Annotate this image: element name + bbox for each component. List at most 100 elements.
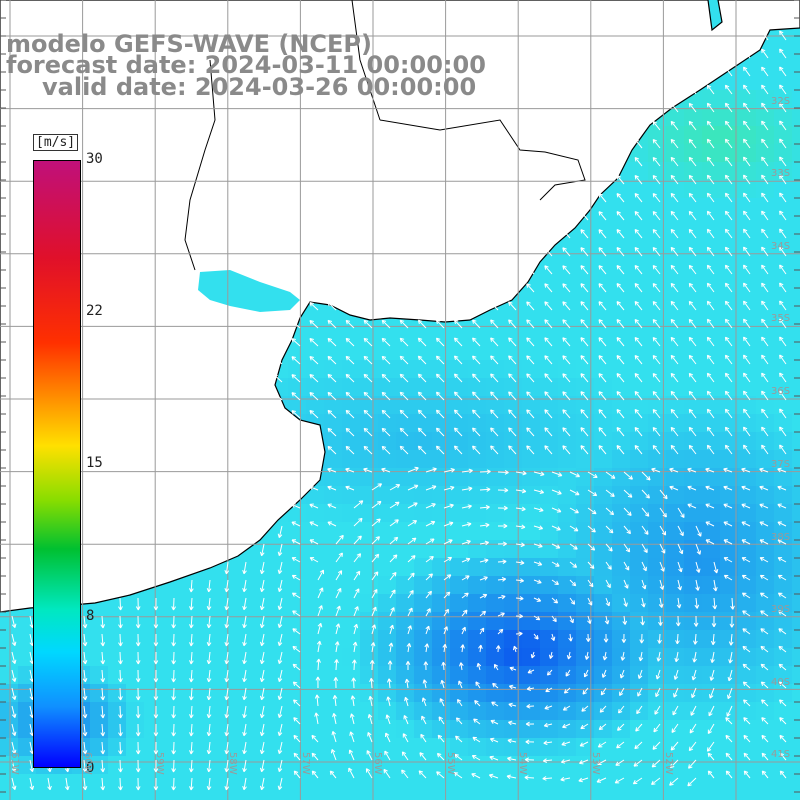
ocean-cell	[36, 792, 54, 800]
ocean-cell	[558, 756, 576, 774]
wind-arrow	[47, 777, 52, 791]
wind-arrow	[598, 723, 607, 731]
ocean-cell	[666, 432, 684, 450]
ocean-cell	[756, 54, 774, 72]
ocean-cell	[630, 234, 648, 252]
ocean-cell	[378, 594, 396, 612]
wind-arrow	[533, 489, 545, 494]
ocean-cell	[756, 576, 774, 594]
ocean-cell	[558, 558, 576, 576]
ocean-cell	[738, 792, 756, 800]
wind-arrow	[399, 373, 409, 383]
ocean-cell	[666, 378, 684, 396]
ocean-cell	[504, 432, 522, 450]
ocean-cell	[396, 684, 414, 702]
wind-arrow	[471, 755, 481, 761]
wind-arrow	[515, 596, 524, 601]
ocean-cell	[576, 630, 594, 648]
ocean-cell	[792, 126, 800, 144]
wind-arrow	[779, 66, 787, 77]
ocean-cell	[612, 378, 630, 396]
wind-arrow	[759, 503, 769, 509]
wind-arrow	[366, 750, 373, 761]
wind-arrow	[779, 408, 787, 419]
wind-arrow	[351, 677, 357, 689]
wind-arrow	[623, 597, 628, 607]
ocean-cell	[144, 684, 162, 702]
ocean-cell	[324, 306, 342, 324]
ocean-cell	[774, 594, 792, 612]
wind-arrow	[598, 265, 607, 275]
ocean-cell	[630, 432, 648, 450]
ocean-cell	[558, 486, 576, 504]
wind-arrow	[311, 734, 319, 743]
ocean-cell	[234, 648, 252, 666]
lat-label: 40S	[771, 677, 791, 688]
wind-arrow	[658, 615, 663, 626]
ocean-cell	[18, 774, 36, 792]
ocean-cell	[126, 720, 144, 738]
ocean-cell	[288, 396, 306, 414]
ocean-cell	[648, 126, 666, 144]
wind-arrow	[436, 752, 445, 761]
wind-arrow	[605, 489, 615, 497]
wind-arrow	[293, 717, 301, 725]
wind-arrow	[761, 734, 769, 743]
ocean-cell	[702, 234, 720, 252]
ocean-cell	[666, 576, 684, 594]
wind-arrow	[670, 282, 679, 293]
wind-arrow	[688, 138, 697, 149]
ocean-cell	[468, 468, 486, 486]
wind-arrow	[291, 592, 301, 599]
ocean-cell	[342, 738, 360, 756]
ocean-cell	[504, 468, 522, 486]
wind-arrow	[778, 628, 787, 635]
ocean-cell	[216, 594, 234, 612]
wind-arrow	[779, 228, 787, 239]
ocean-cell	[738, 756, 756, 774]
wind-arrow	[596, 777, 607, 783]
lon-label: 58W	[227, 752, 238, 775]
wind-arrow	[259, 597, 265, 611]
ocean-cell	[522, 378, 540, 396]
ocean-cell	[684, 504, 702, 522]
ocean-cell	[396, 468, 414, 486]
wind-arrow	[569, 489, 580, 496]
wind-arrow	[171, 777, 177, 791]
ocean-cell	[630, 180, 648, 198]
ocean-cell	[342, 342, 360, 360]
ocean-cell	[612, 324, 630, 342]
ocean-cell	[648, 414, 666, 432]
wind-arrow	[443, 503, 454, 509]
wind-arrow	[779, 156, 787, 167]
ocean-cell	[702, 360, 720, 378]
ocean-cell	[774, 108, 792, 126]
wind-arrow	[309, 338, 319, 347]
wind-arrow	[242, 597, 247, 611]
wind-arrow	[743, 318, 751, 329]
ocean-cell	[324, 702, 342, 720]
ocean-cell	[234, 774, 252, 792]
ocean-cell	[666, 324, 684, 342]
wind-arrow	[291, 392, 301, 401]
ocean-cell	[180, 594, 198, 612]
wind-arrow	[583, 669, 589, 678]
ocean-cell	[612, 216, 630, 234]
ocean-cell	[684, 540, 702, 558]
wind-arrow	[743, 734, 751, 743]
ocean-cell	[774, 378, 792, 396]
wind-arrow	[618, 705, 625, 714]
ocean-cell	[252, 558, 270, 576]
ocean-cell	[720, 396, 738, 414]
ocean-cell	[468, 522, 486, 540]
wind-arrow	[674, 651, 680, 663]
ocean-cell	[450, 486, 468, 504]
wind-arrow	[118, 777, 123, 791]
wind-arrow	[743, 354, 751, 365]
ocean-cell	[486, 702, 504, 720]
wind-arrow	[598, 373, 607, 383]
wind-arrow	[605, 525, 614, 534]
ocean-cell	[594, 198, 612, 216]
ocean-cell	[648, 738, 666, 756]
wind-arrow	[623, 543, 631, 553]
